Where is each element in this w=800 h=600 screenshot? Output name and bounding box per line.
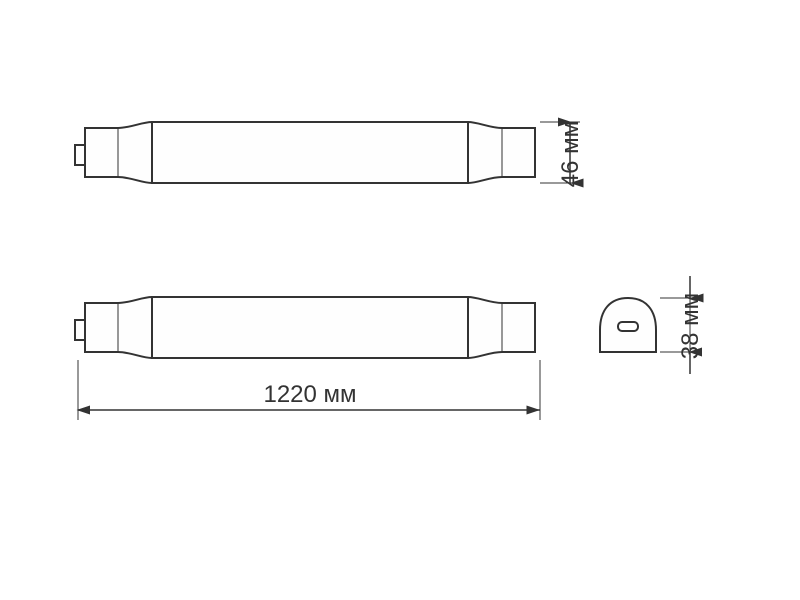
side-view xyxy=(600,298,656,352)
height-dimension: 46 мм xyxy=(540,121,584,187)
depth-dimension: 38 мм xyxy=(660,276,704,374)
height-label: 46 мм xyxy=(557,121,584,187)
depth-label: 38 мм xyxy=(677,293,704,359)
length-dimension: 1220 мм xyxy=(78,360,540,420)
top-view xyxy=(75,122,535,183)
technical-drawing: 46 мм 1220 мм 38 мм xyxy=(0,0,800,600)
front-view xyxy=(75,297,535,358)
length-label: 1220 мм xyxy=(263,381,356,408)
